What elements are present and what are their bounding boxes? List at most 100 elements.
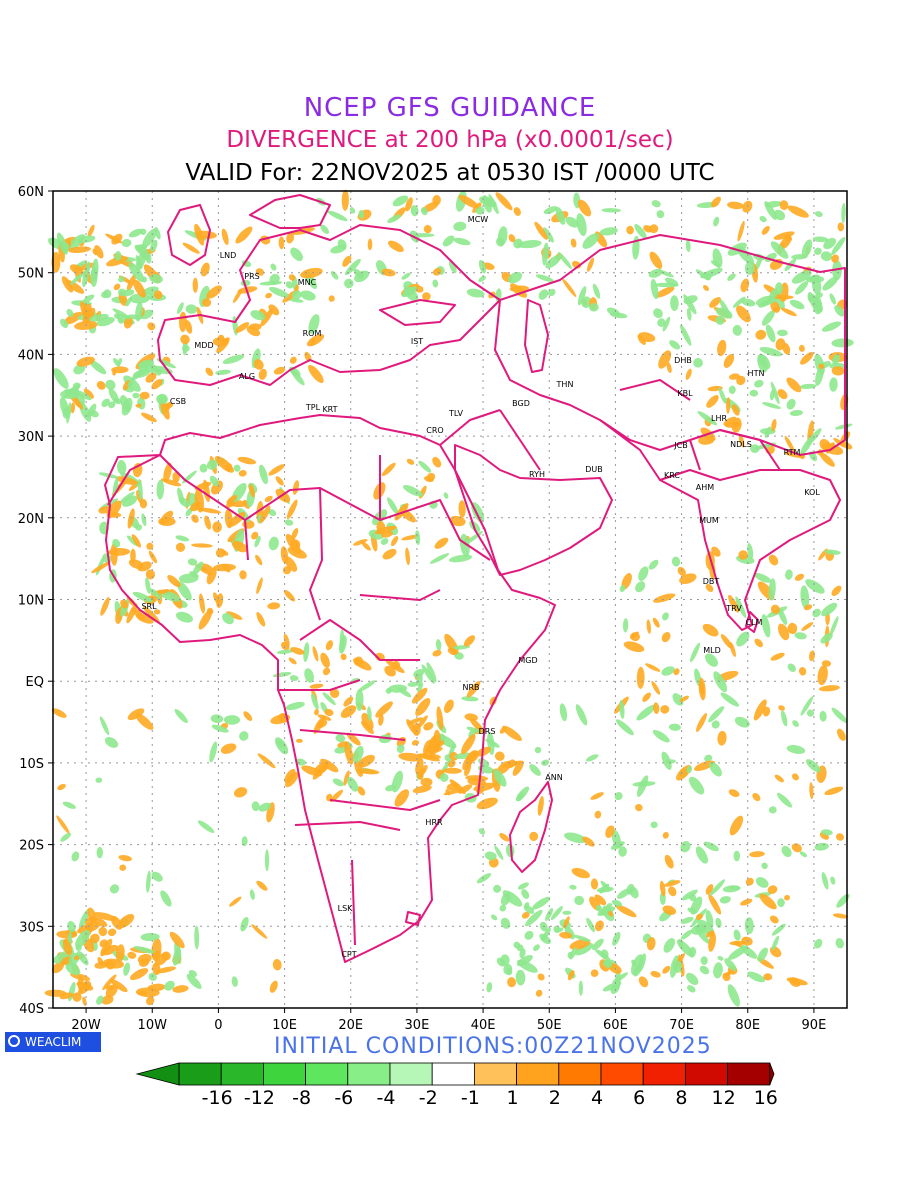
- convergence-patch: [734, 716, 750, 728]
- station-label: CLM: [746, 618, 763, 627]
- colorbar-swatch: [642, 1062, 686, 1086]
- divergence-patch: [309, 683, 324, 689]
- divergence-patch: [137, 561, 152, 572]
- divergence-patch: [807, 420, 814, 444]
- convergence-patch: [420, 207, 428, 216]
- convergence-patch: [651, 200, 661, 208]
- divergence-patch: [131, 534, 142, 548]
- convergence-patch: [709, 762, 722, 777]
- convergence-patch: [615, 719, 634, 736]
- divergence-patch: [264, 495, 273, 503]
- divergence-patch: [286, 232, 295, 244]
- convergence-patch: [550, 906, 563, 920]
- convergence-patch: [711, 720, 720, 729]
- divergence-patch: [392, 660, 401, 670]
- divergence-patch: [705, 583, 714, 593]
- convergence-patch: [532, 896, 551, 910]
- divergence-patch: [569, 938, 591, 950]
- convergence-patch: [600, 905, 611, 915]
- divergence-field: [44, 189, 854, 1007]
- divergence-patch: [139, 391, 150, 400]
- divergence-patch: [741, 936, 753, 946]
- convergence-patch: [697, 411, 718, 426]
- divergence-patch: [312, 646, 319, 662]
- convergence-patch: [130, 368, 147, 381]
- divergence-patch: [51, 708, 67, 718]
- divergence-patch: [135, 613, 154, 624]
- divergence-patch: [167, 575, 181, 588]
- divergence-patch: [791, 773, 800, 781]
- divergence-patch: [329, 688, 340, 699]
- convergence-patch: [719, 896, 731, 904]
- divergence-patch: [231, 540, 248, 553]
- divergence-patch: [594, 894, 607, 906]
- divergence-patch: [407, 717, 424, 725]
- divergence-patch: [191, 543, 213, 548]
- convergence-patch: [812, 608, 821, 618]
- convergence-patch: [101, 398, 111, 408]
- colorbar-tick-label: -6: [334, 1087, 354, 1109]
- convergence-patch: [392, 195, 409, 207]
- colorbar-tick-label: -1: [460, 1087, 480, 1109]
- convergence-patch: [720, 692, 740, 707]
- divergence-patch: [340, 705, 357, 718]
- convergence-patch: [108, 388, 119, 403]
- convergence-patch: [777, 898, 785, 908]
- convergence-patch: [636, 704, 656, 721]
- divergence-patch: [777, 389, 788, 400]
- divergence-patch: [110, 543, 118, 566]
- divergence-patch: [256, 880, 268, 891]
- divergence-patch: [646, 619, 652, 634]
- convergence-patch: [174, 708, 188, 724]
- lat-tick-label: 10N: [18, 594, 44, 609]
- divergence-patch: [513, 207, 521, 216]
- convergence-patch: [73, 364, 86, 375]
- convergence-patch: [330, 244, 347, 254]
- convergence-patch: [834, 423, 853, 430]
- divergence-patch: [381, 268, 396, 277]
- convergence-patch: [513, 941, 521, 949]
- divergence-patch: [70, 402, 76, 414]
- divergence-patch: [191, 514, 199, 523]
- divergence-patch: [169, 931, 185, 949]
- convergence-patch: [764, 201, 777, 220]
- station-label: LSK: [338, 904, 354, 913]
- divergence-patch: [260, 505, 271, 523]
- lon-tick-label: 0: [214, 1018, 222, 1033]
- divergence-patch: [172, 471, 180, 483]
- divergence-patch: [770, 604, 780, 614]
- divergence-patch: [300, 267, 323, 279]
- convergence-patch: [832, 354, 840, 365]
- divergence-patch: [238, 469, 247, 477]
- divergence-patch: [90, 916, 108, 927]
- divergence-patch: [605, 825, 615, 838]
- convergence-patch: [835, 937, 845, 949]
- divergence-patch: [693, 760, 716, 772]
- convergence-patch: [99, 716, 110, 736]
- station-label: MUM: [699, 516, 719, 525]
- convergence-patch: [592, 938, 604, 951]
- divergence-patch: [646, 937, 656, 951]
- convergence-patch: [592, 283, 601, 299]
- convergence-patch: [311, 693, 319, 710]
- divergence-patch: [251, 531, 259, 540]
- convergence-patch: [478, 828, 486, 835]
- convergence-patch: [141, 513, 147, 527]
- divergence-patch: [466, 681, 481, 698]
- divergence-patch: [272, 959, 282, 971]
- divergence-patch: [831, 254, 839, 263]
- convergence-patch: [206, 459, 218, 470]
- convergence-patch: [240, 916, 249, 932]
- station-label: HRR: [425, 818, 443, 827]
- divergence-patch: [784, 233, 793, 242]
- divergence-patch: [147, 322, 156, 331]
- divergence-patch: [652, 617, 660, 628]
- divergence-patch: [282, 566, 292, 575]
- convergence-patch: [289, 675, 299, 682]
- convergence-patch: [829, 377, 838, 392]
- station-label: ALG: [239, 372, 255, 381]
- station-label: DRS: [479, 727, 496, 736]
- convergence-patch: [669, 340, 681, 350]
- convergence-patch: [799, 383, 817, 389]
- divergence-patch: [105, 985, 115, 991]
